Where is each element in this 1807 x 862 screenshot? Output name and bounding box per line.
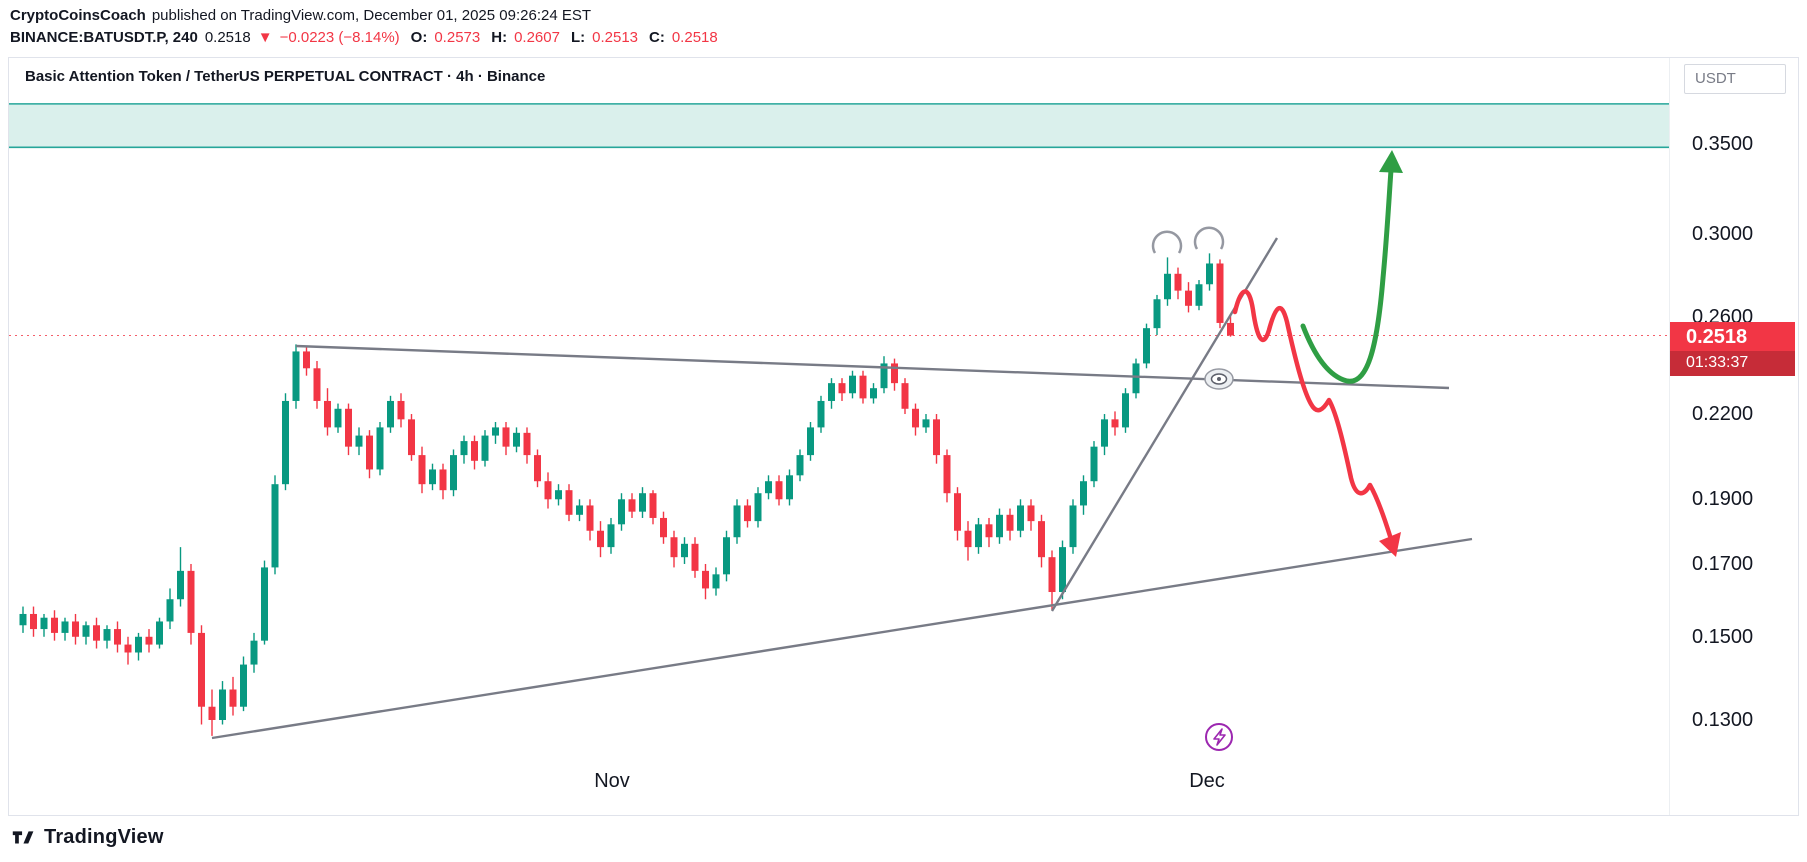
top-arc xyxy=(1193,226,1225,250)
top-arc xyxy=(1151,230,1183,254)
last-price: 0.2518 xyxy=(204,29,251,46)
low-value: 0.2513 xyxy=(592,29,639,46)
price-tick: 0.3500 xyxy=(1692,133,1754,155)
currency-selector[interactable]: USDT xyxy=(1684,64,1786,94)
current-price-value: 0.2518 xyxy=(1686,325,1748,348)
supply-zone xyxy=(9,103,1669,149)
price-tick: 0.1500 xyxy=(1692,625,1754,648)
price-axis[interactable]: USDT 0.2518 01:33:37 0.3500 0.3000 0.2600 0… xyxy=(1669,58,1798,815)
price-tick: 0.1900 xyxy=(1692,488,1754,511)
tradingview-brand[interactable]: TradingView xyxy=(44,825,164,848)
open-label: O: xyxy=(410,29,428,46)
author-link[interactable]: CryptoCoinsCoach xyxy=(10,7,146,24)
open-value: 0.2573 xyxy=(434,29,481,46)
direction-down-icon: ▼ xyxy=(257,29,273,46)
price-tick: 0.3000 xyxy=(1692,222,1754,245)
price-tick: 0.2200 xyxy=(1692,403,1754,426)
close-value: 0.2518 xyxy=(671,29,718,46)
flash-event-icon[interactable] xyxy=(1205,723,1233,751)
time-tick: Dec xyxy=(1189,770,1225,792)
price-tick: 0.1700 xyxy=(1692,552,1754,575)
footer: TradingView xyxy=(10,824,164,850)
time-tick: Nov xyxy=(594,770,630,792)
candles xyxy=(19,253,1234,736)
bar-countdown: 01:33:37 xyxy=(1670,350,1795,376)
bullish-arrowhead xyxy=(1379,150,1403,173)
high-value: 0.2607 xyxy=(514,29,560,46)
published-text: published on TradingView.com, December 0… xyxy=(151,7,592,24)
bullish-projection-path xyxy=(1300,167,1394,384)
ascending-support-line[interactable] xyxy=(211,537,1473,740)
symbol-header: BINANCE:BATUSDT.P, 240 0.2518 ▼ −0.0223 … xyxy=(10,29,718,46)
price-change: −0.0223 (−8.14%) xyxy=(279,29,400,46)
chart-title: Basic Attention Token / TetherUS PERPETU… xyxy=(25,68,546,85)
bearish-arrowhead xyxy=(1379,532,1401,557)
time-axis[interactable]: Nov Dec xyxy=(9,758,1669,815)
price-plot[interactable] xyxy=(9,58,1669,758)
hidden-eye-icon[interactable] xyxy=(1204,368,1234,390)
descending-resistance-line[interactable] xyxy=(295,344,1450,390)
low-label: L: xyxy=(570,29,586,46)
chart-area: Basic Attention Token / TetherUS PERPETU… xyxy=(8,57,1799,816)
close-label: C: xyxy=(649,29,665,46)
price-tick: 0.1300 xyxy=(1692,709,1754,731)
publish-header: CryptoCoinsCoach published on TradingVie… xyxy=(10,7,591,24)
symbol-name[interactable]: BINANCE:BATUSDT.P, 240 xyxy=(10,29,198,46)
high-label: H: xyxy=(491,29,508,46)
tradingview-logo-icon[interactable] xyxy=(10,824,36,850)
bearish-projection-path xyxy=(1232,289,1393,539)
current-price-label: 0.2518 01:33:37 xyxy=(1670,321,1795,376)
